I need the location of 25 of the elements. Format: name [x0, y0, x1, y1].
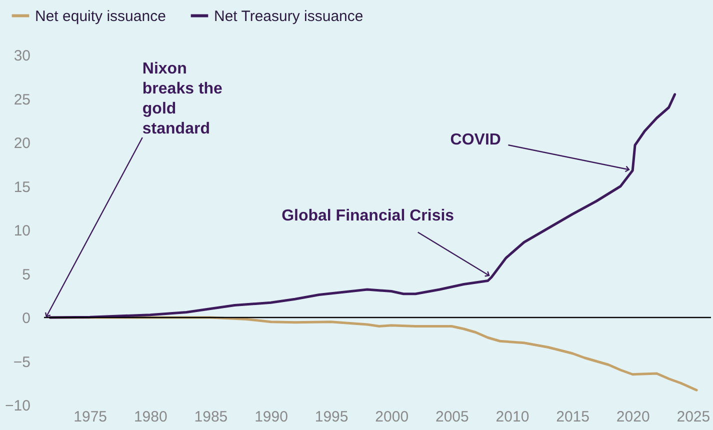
- y-tick-label: −5: [13, 354, 30, 371]
- y-tick-label: −10: [5, 398, 30, 414]
- y-tick-label: 30: [14, 48, 30, 64]
- x-tick-label: 1990: [254, 408, 288, 426]
- y-tick-label: 5: [22, 266, 30, 284]
- x-tick-label: 2025: [676, 408, 710, 426]
- y-tick-label: 15: [14, 178, 30, 196]
- x-tick-label: 2020: [616, 408, 650, 426]
- legend-label: Net equity issuance: [35, 8, 166, 25]
- annotation: COVID: [450, 132, 501, 149]
- x-tick-label: 1985: [194, 408, 228, 426]
- legend-label: Net Treasury issuance: [214, 8, 364, 25]
- x-tick-label: 1975: [74, 408, 108, 426]
- y-tick-label: 10: [14, 222, 30, 240]
- y-tick-label: 0: [22, 310, 30, 327]
- annotation: Global Financial Crisis: [282, 208, 454, 224]
- x-tick-label: 1995: [314, 408, 348, 426]
- x-tick-label: 1980: [134, 408, 168, 426]
- x-tick-label: 2015: [556, 408, 590, 426]
- x-tick-label: 2005: [435, 408, 469, 426]
- x-tick-label: 2000: [375, 408, 409, 426]
- y-tick-label: 20: [14, 135, 30, 152]
- y-tick-label: 25: [14, 91, 30, 108]
- x-tick-label: 2010: [496, 408, 530, 426]
- annotation: Nixon breaks the gold standard: [142, 60, 223, 138]
